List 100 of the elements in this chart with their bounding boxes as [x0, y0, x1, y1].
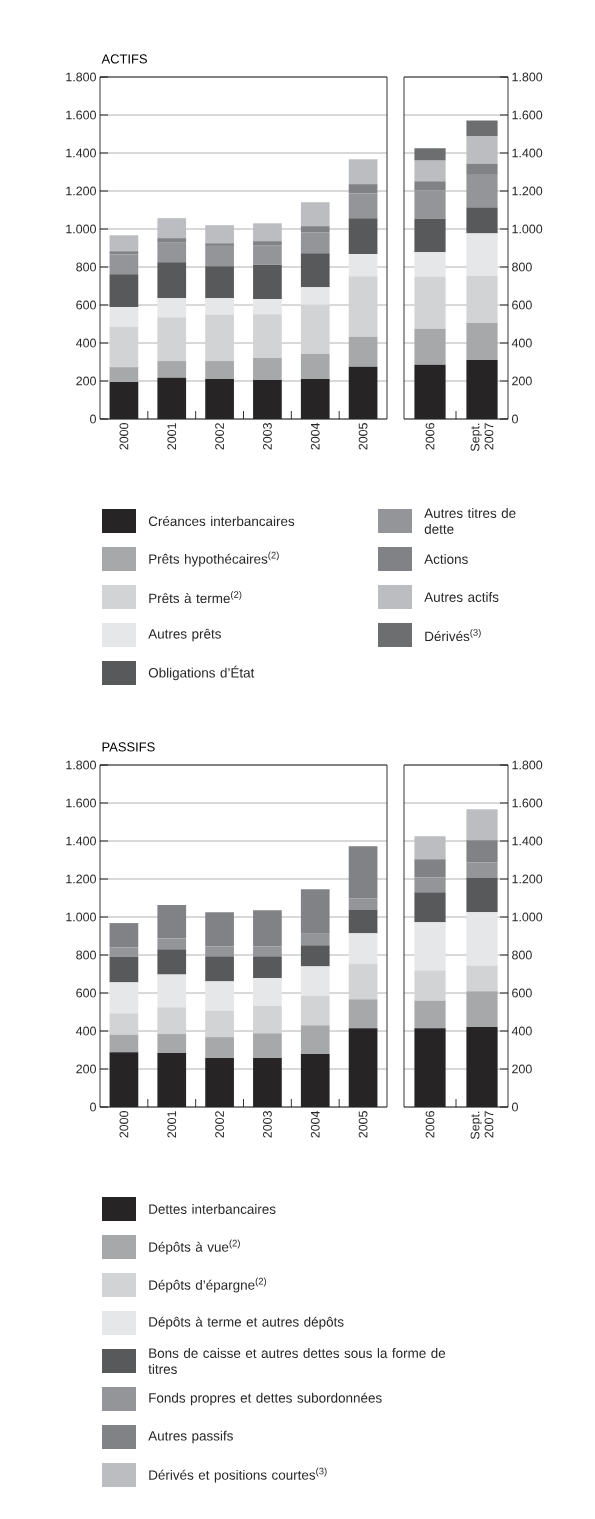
bar — [300, 232, 330, 254]
bar — [205, 956, 234, 982]
bar — [157, 262, 187, 299]
bar — [466, 136, 498, 164]
legend-label: Obligations d’État — [148, 665, 255, 681]
bar — [205, 243, 234, 246]
bar — [414, 364, 446, 420]
chart-title: ACTIFS — [101, 54, 147, 64]
legend-label: Fonds propres et dettes subordonnées — [149, 1392, 382, 1406]
x-tick-label: 2003 — [263, 1111, 272, 1138]
bar — [109, 947, 139, 957]
bar — [109, 956, 139, 983]
legend-label: Dérivés$^{(3)}$ — [425, 628, 481, 642]
bar — [157, 1034, 187, 1054]
x-tick-label: Sept. 2007 — [470, 423, 494, 452]
bar — [109, 381, 139, 420]
y-tick-label: 1.000 — [66, 912, 96, 922]
bar — [414, 328, 446, 365]
bar — [157, 1053, 187, 1108]
bar — [157, 317, 187, 362]
x-tick-label: 2006 — [425, 1111, 435, 1138]
y-tick-label: 0 — [512, 414, 518, 424]
bar — [414, 190, 446, 219]
y-tick-label: 600 — [76, 300, 96, 310]
bar — [300, 304, 330, 355]
x-tick-label: 2005 — [358, 423, 368, 450]
bar — [109, 327, 139, 368]
bar — [253, 946, 282, 957]
bar — [157, 238, 187, 243]
bar — [414, 892, 446, 923]
y-tick-label: 200 — [512, 376, 532, 386]
bar — [157, 377, 187, 420]
legend-label: Autres titres de dette — [424, 508, 516, 534]
bar — [205, 1037, 234, 1058]
legend-label: Autres prêts — [148, 628, 221, 642]
bar — [109, 307, 139, 328]
x-tick-label: 2001 — [167, 423, 177, 450]
bar — [466, 174, 498, 208]
bar — [300, 354, 330, 380]
bar — [348, 963, 378, 1000]
bar — [157, 218, 187, 239]
bar — [348, 909, 378, 934]
bar — [253, 264, 282, 300]
bar — [253, 314, 282, 358]
y-tick-label: 800 — [76, 262, 96, 272]
bar — [300, 253, 330, 288]
bar — [157, 298, 187, 318]
y-tick-label: 1.600 — [512, 798, 543, 808]
x-tick-label: 2001 — [167, 1111, 177, 1138]
y-tick-label: 0 — [90, 1102, 96, 1112]
y-tick-label: 400 — [75, 338, 96, 348]
bar — [300, 966, 330, 997]
bar — [348, 159, 378, 185]
x-tick-label: Sept. 2007 — [470, 1111, 494, 1140]
bar — [414, 181, 446, 191]
y-tick-label: 1.600 — [512, 110, 543, 120]
x-tick-label: 2003 — [263, 423, 272, 450]
y-tick-label: 1.200 — [66, 874, 96, 884]
bar — [300, 1054, 330, 1108]
y-tick-label: 1.400 — [512, 836, 543, 846]
bar — [109, 251, 139, 255]
y-tick-label: 600 — [512, 988, 532, 998]
bar — [109, 1013, 139, 1035]
x-tick-label: 2002 — [215, 1111, 224, 1138]
bar — [414, 276, 446, 329]
bar — [300, 287, 330, 305]
bar — [348, 184, 378, 194]
x-tick-label: 2000 — [119, 423, 129, 450]
y-tick-label: 1.000 — [66, 224, 96, 234]
bar — [466, 323, 498, 361]
x-tick-label: 2006 — [425, 423, 435, 450]
bar — [300, 226, 330, 233]
legend-label: Dépôts à vue$^{(2)}$ — [149, 1239, 240, 1255]
legend-label: Autres passifs — [148, 1430, 233, 1444]
bar — [466, 233, 498, 276]
bar — [348, 933, 378, 964]
x-tick-label: 2004 — [310, 1110, 320, 1138]
x-tick-label: 2000 — [119, 1111, 129, 1138]
bar — [300, 889, 330, 934]
bar — [205, 912, 234, 947]
bar — [205, 361, 234, 380]
y-tick-label: 1.000 — [512, 224, 543, 234]
bar — [253, 956, 282, 978]
y-tick-label: 1.800 — [66, 72, 96, 82]
y-tick-label: 1.800 — [66, 760, 96, 770]
bar — [253, 357, 282, 381]
y-tick-label: 1.000 — [512, 912, 543, 922]
bar — [157, 242, 187, 263]
bar — [466, 862, 498, 879]
bar — [348, 846, 378, 899]
y-tick-label: 1.800 — [512, 72, 543, 82]
bar — [348, 276, 378, 337]
legend-label: Bons de caisse et autres dettes sous la forme de titres — [148, 1348, 446, 1374]
bar — [205, 1010, 234, 1038]
y-tick-label: 1.400 — [66, 836, 96, 846]
bar — [300, 933, 330, 946]
bar — [466, 120, 498, 137]
legend-label: Autres actifs — [424, 592, 499, 602]
bar — [414, 877, 446, 893]
y-tick-label: 200 — [512, 1064, 532, 1074]
